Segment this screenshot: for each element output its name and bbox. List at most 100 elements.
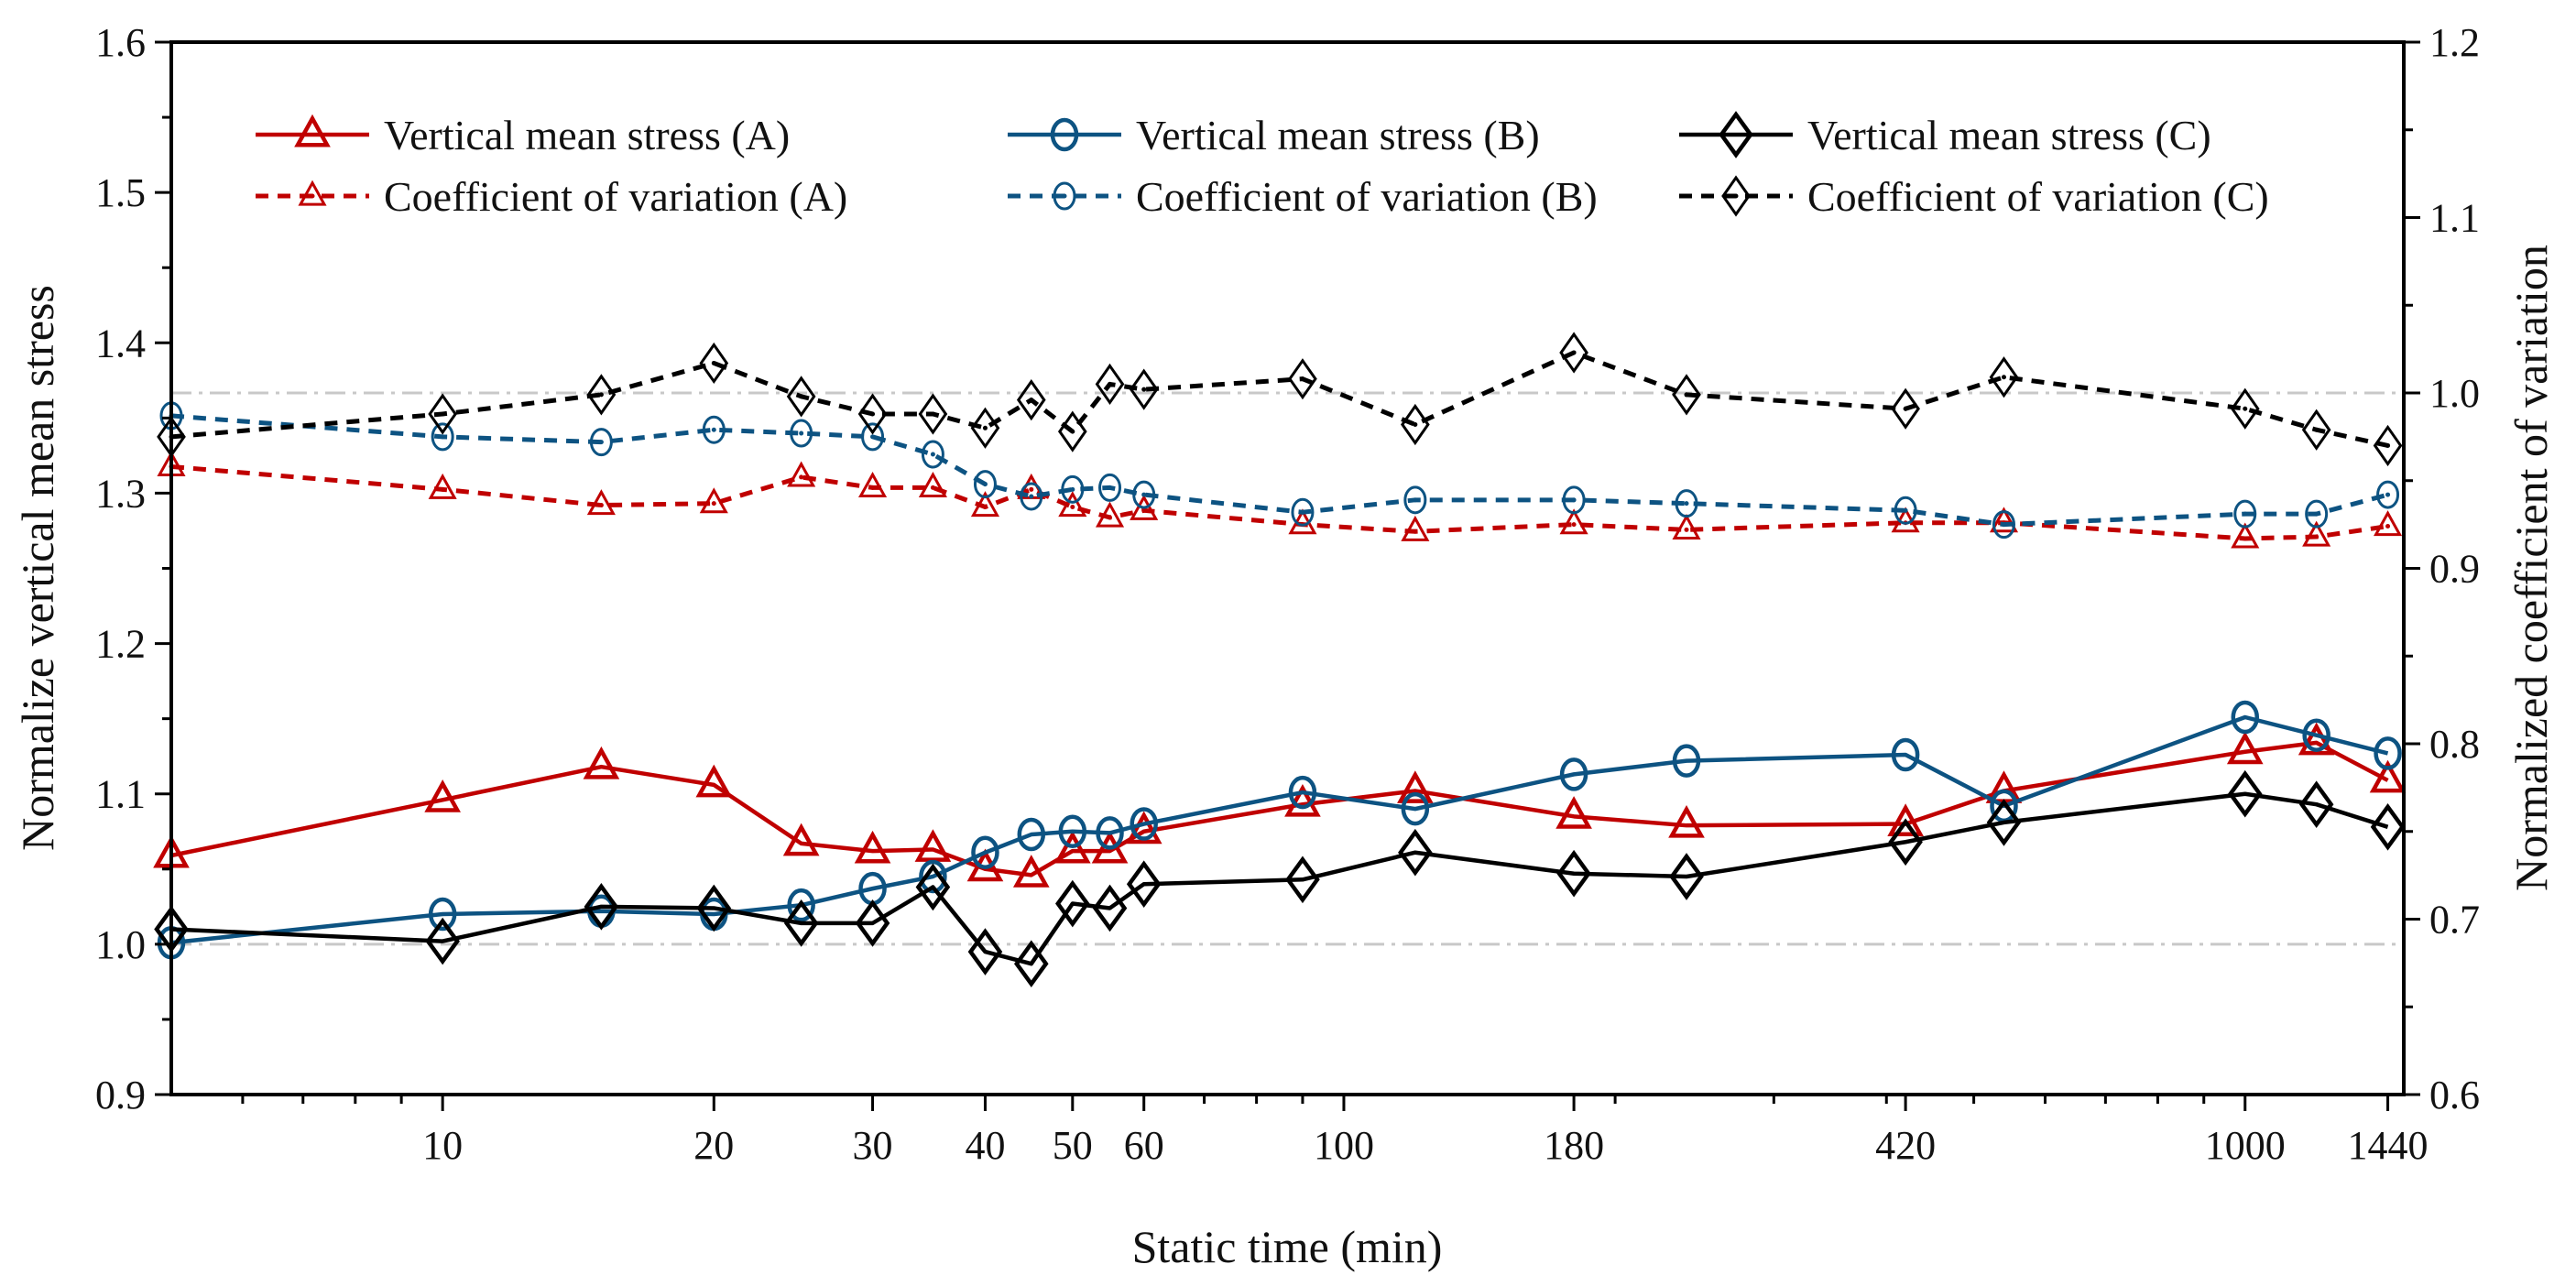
marker-center-dot: [1062, 193, 1067, 199]
diamond-marker: [1721, 175, 1751, 217]
circle-marker: [1288, 775, 1317, 810]
triangle-marker: [1401, 515, 1430, 541]
marker-center-dot: [2385, 524, 2391, 529]
series-vertical-mean-stress-a: [153, 722, 2407, 888]
circle-marker: [2233, 499, 2257, 529]
series-coefficient-of-variation-a: [157, 451, 2403, 549]
marker-center-dot: [799, 394, 804, 399]
circle-marker: [2231, 700, 2260, 735]
marker-center-dot: [1684, 392, 1689, 398]
reference-lines: [171, 391, 2404, 946]
circle-marker: [2376, 480, 2400, 509]
legend-item: Coefficient of variation (B): [1008, 173, 1598, 220]
marker-center-dot: [1141, 507, 1147, 513]
circle-marker: [1992, 510, 2015, 539]
triangle-marker: [1125, 811, 1162, 845]
x-tick-label: 10: [422, 1123, 463, 1168]
marker-center-dot: [1141, 387, 1147, 392]
circle-marker: [1096, 816, 1124, 850]
series-layer: [153, 332, 2407, 988]
circle-marker: [921, 440, 944, 469]
diamond-marker: [1891, 387, 1920, 430]
marker-center-dot: [598, 392, 604, 398]
triangle-marker: [428, 473, 457, 499]
triangle-marker: [1058, 491, 1087, 518]
marker-center-dot: [2385, 442, 2391, 448]
triangle-marker: [1095, 501, 1125, 528]
diamond-marker: [1556, 849, 1591, 898]
marker-center-dot: [870, 434, 876, 440]
x-tick-label: 1440: [2348, 1123, 2429, 1168]
series-line: [170, 413, 2389, 528]
marker-center-dot: [799, 430, 804, 436]
y2-tick-label: 1.0: [2429, 371, 2480, 416]
y2-tick-label: 1.1: [2429, 196, 2480, 241]
circle-marker: [1098, 473, 1122, 502]
triangle-marker: [424, 779, 461, 812]
marker-center-dot: [2243, 406, 2248, 411]
triangle-marker: [2302, 520, 2331, 547]
marker-center-dot: [1070, 504, 1075, 509]
marker-center-dot: [1029, 494, 1034, 499]
y-axis-title: Normalize vertical mean stress: [12, 285, 63, 851]
diamond-marker: [1126, 860, 1162, 909]
x-tick-label: 20: [693, 1123, 734, 1168]
diamond-marker: [1285, 856, 1320, 904]
triangle-marker: [1053, 830, 1091, 864]
legend-item: Vertical mean stress (B): [1008, 112, 1540, 158]
marker-center-dot: [1413, 421, 1418, 427]
marker-center-dot: [711, 427, 716, 432]
diamond-marker: [2370, 803, 2406, 851]
marker-center-dot: [1070, 429, 1075, 434]
series-line: [170, 463, 2388, 541]
y2-axis-title: Normalized coefficient of variation: [2505, 245, 2557, 891]
marker-center-dot: [440, 411, 445, 417]
y-tick-label: 1.2: [95, 622, 146, 667]
circle-marker: [787, 888, 815, 922]
series-coefficient-of-variation-b: [159, 401, 2400, 539]
marker-center-dot: [870, 411, 876, 417]
diamond-marker: [915, 863, 951, 911]
triangle-marker: [695, 764, 733, 798]
marker-center-dot: [1571, 522, 1577, 528]
triangle-marker: [294, 114, 331, 147]
x-tick-label: 1000: [2205, 1123, 2286, 1168]
triangle-marker: [2231, 522, 2260, 549]
triangle-marker: [1559, 508, 1588, 535]
circle-marker: [1130, 807, 1158, 841]
circle-marker: [428, 897, 457, 932]
marker-center-dot: [799, 474, 804, 480]
marker-center-dot: [982, 482, 988, 487]
legend-label: Coefficient of variation (A): [384, 173, 847, 220]
diamond-marker: [1986, 799, 2022, 846]
marker-center-dot: [1108, 381, 1113, 387]
circle-marker: [1061, 474, 1085, 504]
diamond-marker: [584, 882, 619, 931]
circle-marker: [971, 835, 999, 869]
diamond-marker: [1288, 358, 1317, 400]
diamond-marker: [855, 899, 890, 947]
triangle-marker: [1887, 803, 1924, 836]
x-tick-label: 420: [1875, 1123, 1936, 1168]
series-line: [170, 791, 2389, 966]
marker-center-dot: [310, 193, 315, 199]
triangle-marker: [2374, 510, 2403, 537]
circle-marker: [1891, 737, 1920, 772]
y-tick-label: 1.5: [95, 170, 146, 215]
marker-center-dot: [1571, 497, 1577, 503]
y-tick-label: 1.1: [95, 772, 146, 817]
x-tick-label: 180: [1544, 1123, 1604, 1168]
triangle-marker: [787, 461, 816, 487]
legend-item: Coefficient of variation (C): [1679, 173, 2269, 220]
marker-center-dot: [440, 486, 445, 492]
triangle-marker: [2226, 731, 2264, 765]
diamond-marker: [1398, 828, 1433, 877]
x-tick-label: 40: [965, 1123, 1005, 1168]
diamond-marker: [1719, 111, 1753, 158]
circle-marker: [1403, 485, 1427, 515]
diamond-marker: [967, 928, 1003, 975]
y2-tick-label: 0.7: [2429, 898, 2480, 943]
diamond-marker: [696, 884, 732, 932]
triangle-marker: [1555, 796, 1592, 829]
